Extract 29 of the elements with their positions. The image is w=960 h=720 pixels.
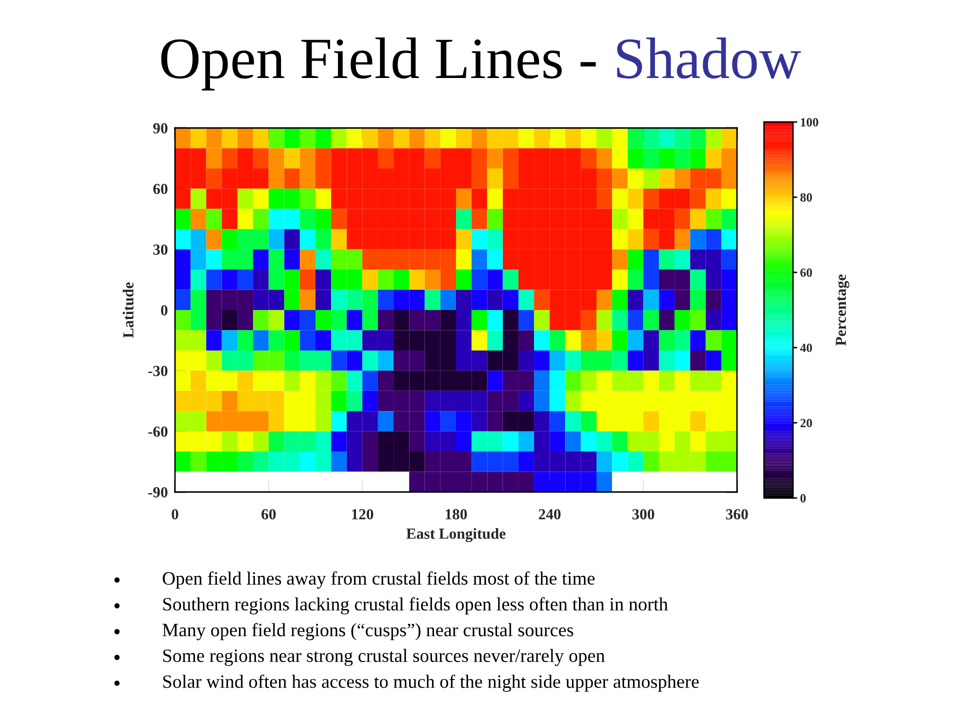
text: Southern regions lacking crustal fields open less often than in north xyxy=(163,597,668,614)
y-tick-label: 60 xyxy=(153,184,168,194)
x-tick-label: 180 xyxy=(446,509,467,520)
y-tick-label: -90 xyxy=(148,487,168,498)
y-tick-label: 30 xyxy=(153,244,168,255)
color-bar-label: 100 xyxy=(800,118,818,126)
x-tick-label: 0 xyxy=(172,509,178,520)
y-tick-label: 0 xyxy=(161,305,168,316)
x-tick-label: 60 xyxy=(262,509,276,520)
y-tick-label: -30 xyxy=(148,366,168,376)
y-tick-label: 90 xyxy=(153,123,168,134)
color-bar-title: Percentage xyxy=(836,274,850,346)
color-bar-label: 60 xyxy=(800,268,812,277)
text: Solar wind often has access to much of the night side upper atmosphere xyxy=(163,674,699,692)
color-bar-label: 80 xyxy=(800,193,812,202)
chart-title: Open Field Lines - Shadow xyxy=(161,38,801,90)
text: Some regions near strong crustal sources never/rarely open xyxy=(163,648,605,666)
color-bar-label: 20 xyxy=(800,418,812,428)
x-tick-label: 120 xyxy=(352,509,374,520)
color-bar-label: 40 xyxy=(800,344,812,352)
x-tick-label: 240 xyxy=(538,509,561,520)
text: Open field lines away from crustal fields most of the time xyxy=(162,571,595,589)
color-bar-label: 0 xyxy=(800,494,806,502)
y-tick-label: -60 xyxy=(148,426,168,437)
y-axis-title: Latitude xyxy=(122,282,134,338)
text: Many open field regions (“cusps”) near crustal sources xyxy=(162,622,574,640)
x-tick-label: 360 xyxy=(726,509,748,520)
x-axis-title: East Longitude xyxy=(406,528,506,542)
x-tick-label: 300 xyxy=(632,509,654,520)
